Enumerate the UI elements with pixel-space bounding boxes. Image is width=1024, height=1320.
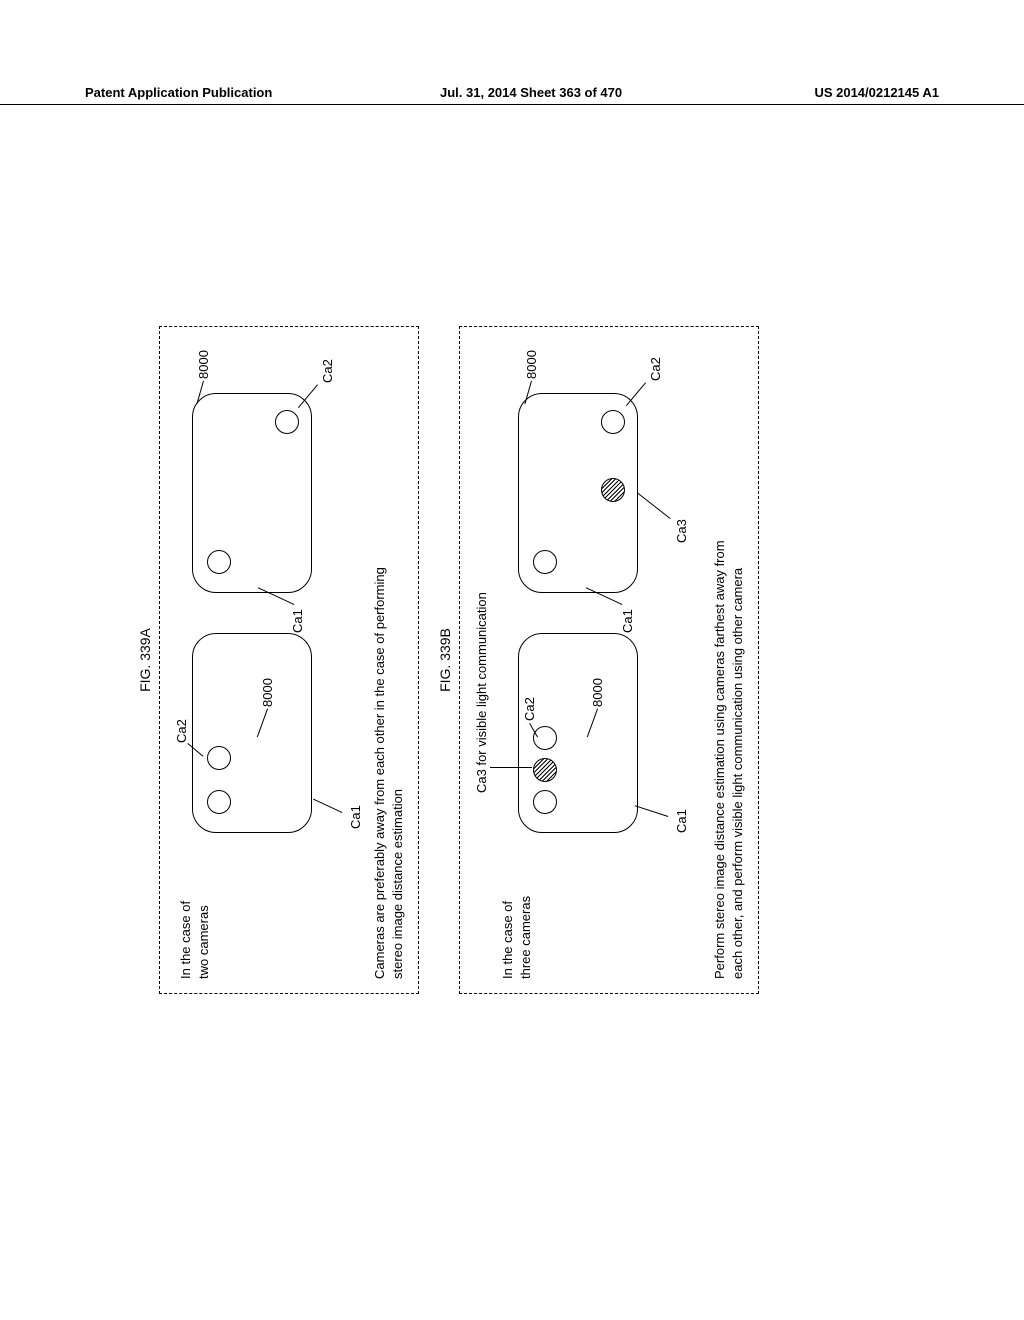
- cam-b2-ca3: [601, 478, 625, 502]
- fig-a-cap2: stereo image distance estimation: [390, 313, 405, 979]
- cam-b1-ca2: [533, 726, 557, 750]
- header-left: Patent Application Publication: [85, 85, 272, 100]
- cam-b1-ca1: [533, 790, 557, 814]
- lbl-b1-ca2: Ca2: [522, 697, 537, 721]
- cam-a1-ca1: [207, 790, 231, 814]
- fig-b-cap2: each other, and perform visible light co…: [730, 313, 745, 979]
- figure-area: FIG. 339A In the case of two cameras Ca1…: [137, 326, 887, 994]
- fig-b-title: FIG. 339B: [437, 628, 453, 692]
- lead-b2-ca2: [626, 382, 646, 406]
- lbl-a2-ca2: Ca2: [320, 359, 335, 383]
- device-b2: [518, 393, 638, 593]
- device-a1: [192, 633, 312, 833]
- fig-a-title: FIG. 339A: [137, 628, 153, 692]
- cam-a2-ca1: [207, 550, 231, 574]
- lbl-b1-ca1: Ca1: [674, 809, 689, 833]
- cam-b2-ca2: [601, 410, 625, 434]
- cam-b1-ca3: [533, 758, 557, 782]
- fig-b-side-l1: In the case of: [500, 901, 515, 979]
- fig-a-side-l2: two cameras: [196, 905, 211, 979]
- fig-b-cap1: Perform stereo image distance estimation…: [712, 313, 727, 979]
- fig-a-side-l1: In the case of: [178, 901, 193, 979]
- cam-b2-ca1: [533, 550, 557, 574]
- lbl-a1-ca1: Ca1: [348, 805, 363, 829]
- lbl-a1-8000: 8000: [260, 678, 275, 707]
- lbl-b2-ca1: Ca1: [620, 609, 635, 633]
- panel-a: In the case of two cameras Ca1 Ca2 8000 …: [159, 326, 419, 994]
- lbl-b2-ca2: Ca2: [648, 357, 663, 381]
- lead-b1-ca1: [635, 805, 669, 817]
- lbl-b2-ca3: Ca3: [674, 519, 689, 543]
- fig-b-subtitle: Ca3 for visible light communication: [474, 592, 489, 793]
- lead-b1-ca3: [490, 767, 532, 768]
- fig-b-side-l2: three cameras: [518, 896, 533, 979]
- lead-b2-ca3: [637, 492, 671, 519]
- fig-a-cap1: Cameras are preferably away from each ot…: [372, 313, 387, 979]
- header-right: US 2014/0212145 A1: [814, 85, 939, 100]
- device-a2: [192, 393, 312, 593]
- cam-a1-ca2: [207, 746, 231, 770]
- page-header: Patent Application Publication Jul. 31, …: [0, 85, 1024, 105]
- lbl-a2-8000: 8000: [196, 350, 211, 379]
- lbl-a2-ca1: Ca1: [290, 609, 305, 633]
- lbl-a1-ca2: Ca2: [174, 719, 189, 743]
- lead-a1-ca1: [313, 799, 342, 813]
- lbl-b2-8000: 8000: [524, 350, 539, 379]
- cam-a2-ca2: [275, 410, 299, 434]
- panel-b: In the case of three cameras Ca3 for vis…: [459, 326, 759, 994]
- header-mid: Jul. 31, 2014 Sheet 363 of 470: [440, 85, 622, 100]
- lbl-b1-8000: 8000: [590, 678, 605, 707]
